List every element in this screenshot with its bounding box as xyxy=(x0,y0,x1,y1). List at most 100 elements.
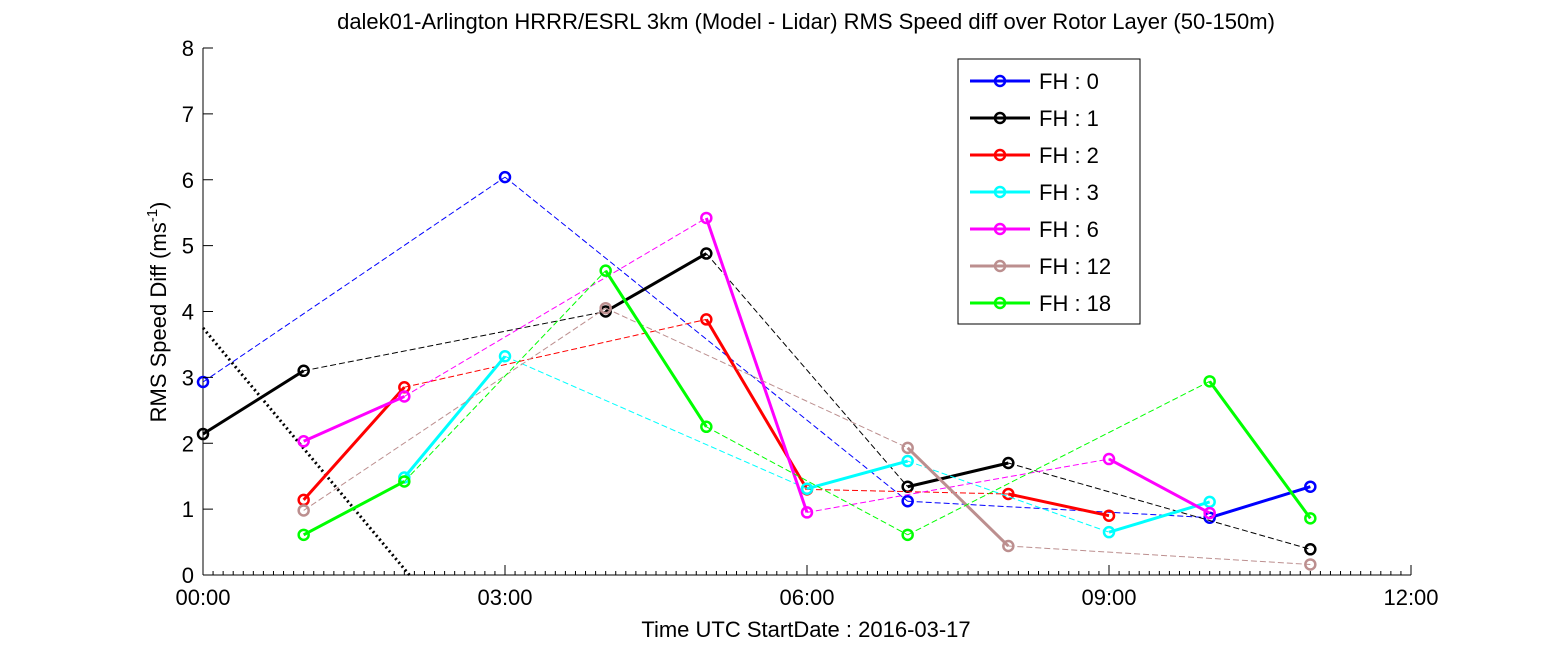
series-gap-segment xyxy=(806,458,1110,513)
y-tick-label: 5 xyxy=(182,234,194,259)
x-tick-label: 00:00 xyxy=(175,585,230,610)
data-point xyxy=(498,170,512,184)
x-tick-label: 12:00 xyxy=(1383,585,1438,610)
reference-line xyxy=(201,327,411,576)
x-tick-label: 09:00 xyxy=(1081,585,1136,610)
data-point xyxy=(1304,543,1317,556)
data-point xyxy=(1102,452,1116,466)
data-point xyxy=(1203,506,1216,520)
series-gap-segment xyxy=(907,500,1210,519)
series-fh-2 xyxy=(297,313,1116,522)
data-point xyxy=(1102,525,1116,539)
data-point xyxy=(1002,539,1015,553)
legend-swatch-marker xyxy=(993,296,1007,310)
data-point xyxy=(1002,487,1015,501)
series-layer xyxy=(196,170,1317,571)
series-segment xyxy=(302,480,406,537)
data-point xyxy=(1304,512,1317,525)
series-gap-segment xyxy=(404,217,707,397)
series-segment xyxy=(806,459,909,491)
series-gap-segment xyxy=(705,253,909,488)
data-point xyxy=(700,247,713,260)
series-gap-segment xyxy=(403,270,607,482)
data-point xyxy=(398,475,411,488)
legend-item: FH : 12 xyxy=(970,254,1111,279)
series-segment xyxy=(1208,380,1312,520)
data-point xyxy=(1304,480,1317,493)
x-axis-label: Time UTC StartDate : 2016-03-17 xyxy=(641,617,970,642)
data-point xyxy=(498,350,512,363)
data-point xyxy=(901,454,914,468)
legend: FH : 0 FH : 1 FH : 2 FH : 3 FH : 6 FH : 12 FH … xyxy=(957,58,1141,325)
data-point xyxy=(196,427,210,441)
series-segment xyxy=(1008,492,1110,518)
series-segment xyxy=(302,386,406,501)
legend-item: FH : 1 xyxy=(970,106,1099,131)
series-gap-segment xyxy=(1008,545,1311,565)
series-gap-segment xyxy=(1008,462,1311,550)
series-gap-segment xyxy=(404,318,707,388)
series-gap-segment xyxy=(303,311,606,372)
y-tick-label: 0 xyxy=(182,563,194,588)
series-gap-segment xyxy=(907,380,1210,536)
series-segment xyxy=(907,461,1009,489)
data-point xyxy=(901,494,914,508)
data-point xyxy=(1102,509,1116,522)
y-tick-label: 7 xyxy=(182,102,194,127)
legend-item: FH : 6 xyxy=(970,217,1099,242)
series-segment xyxy=(1209,485,1311,520)
legend-item: FH : 3 xyxy=(970,180,1099,205)
data-point xyxy=(901,441,914,455)
legend-swatch-marker xyxy=(993,74,1007,88)
series-fh-1 xyxy=(196,247,1317,556)
plot-frame xyxy=(202,48,1411,576)
data-point xyxy=(297,435,310,448)
series-segment xyxy=(1108,500,1211,534)
legend-label: FH : 2 xyxy=(1039,143,1099,168)
chart-title: dalek01-Arlington HRRR/ESRL 3km (Model -… xyxy=(337,9,1275,34)
legend-swatch-marker xyxy=(993,148,1007,162)
series-gap-segment xyxy=(605,307,908,449)
series-segment xyxy=(604,269,708,428)
legend-item: FH : 2 xyxy=(970,143,1099,168)
series-segment xyxy=(604,252,708,313)
reference-line-layer xyxy=(201,327,411,576)
data-point xyxy=(297,504,310,517)
y-axis-label-close: ) xyxy=(146,202,171,209)
series-fh-18 xyxy=(297,264,1317,542)
legend-label: FH : 12 xyxy=(1039,254,1111,279)
series-gap-segment xyxy=(202,176,506,383)
data-point xyxy=(297,364,310,378)
series-fh-6 xyxy=(297,211,1216,520)
series-segment xyxy=(403,355,507,479)
legend-swatch-marker xyxy=(993,222,1007,236)
series-gap-segment xyxy=(504,176,908,502)
series-segment xyxy=(202,369,305,436)
data-point xyxy=(901,528,914,542)
series-segment xyxy=(906,446,1010,548)
x-tick-label: 06:00 xyxy=(779,585,834,610)
data-point xyxy=(800,482,814,495)
series-gap-segment xyxy=(806,488,1009,495)
series-fh-3 xyxy=(398,350,1216,539)
series-gap-segment xyxy=(706,426,908,536)
y-tick-label: 2 xyxy=(182,431,194,456)
legend-swatch-marker xyxy=(993,185,1007,199)
data-point xyxy=(599,264,612,277)
legend-label: FH : 18 xyxy=(1039,291,1111,316)
data-point xyxy=(297,528,310,542)
y-axis-label-superscript: -1 xyxy=(144,209,161,222)
legend-item: FH : 18 xyxy=(970,291,1111,316)
legend-label: FH : 1 xyxy=(1039,106,1099,131)
series-segment xyxy=(704,217,809,513)
data-point xyxy=(1304,558,1317,571)
y-tick-label: 8 xyxy=(182,36,194,61)
series-fh-0 xyxy=(196,170,1317,524)
data-point xyxy=(1002,456,1015,470)
y-axis-label-main: RMS Speed Diff (ms xyxy=(146,222,171,422)
data-point xyxy=(599,301,612,315)
x-tick-label: 03:00 xyxy=(477,585,532,610)
legend-label: FH : 6 xyxy=(1039,217,1099,242)
legend-item: FH : 0 xyxy=(970,69,1099,94)
